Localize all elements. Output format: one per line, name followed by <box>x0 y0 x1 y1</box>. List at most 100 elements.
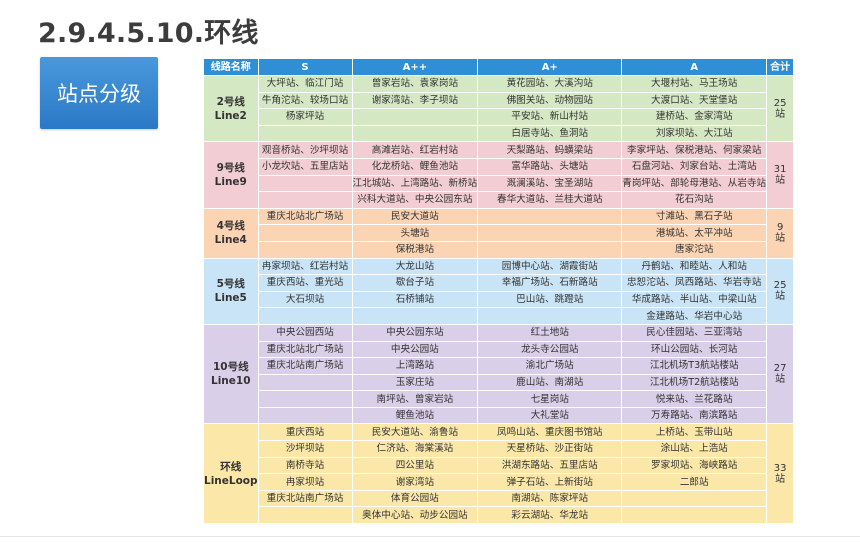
station-cell: 南湖站、陈家坪站 <box>477 489 623 508</box>
station-cell: 中央公园站 <box>351 340 479 359</box>
station-cell <box>621 489 768 508</box>
header-line-name: 线路名称 <box>203 58 259 76</box>
station-cell <box>477 307 623 325</box>
station-cell: 江北城站、上湾路站、新桥站 <box>351 174 479 193</box>
line-name-cell: 9号线 Line9 <box>203 141 259 209</box>
station-cell: 富华路站、头塘站 <box>477 157 623 176</box>
line-total-cell: 33 站 <box>766 423 795 525</box>
station-cell: 大坪站、临江门站 <box>257 75 353 93</box>
station-cell: 花石沟站 <box>621 191 768 209</box>
station-cell: 华成路站、半山站、中梁山站 <box>621 290 768 309</box>
table-row: 冉家坝站 谢家湾站 弹子石站、上新街站 二郎站 <box>204 473 794 491</box>
station-cell: 弹子石站、上新街站 <box>477 473 623 491</box>
station-cell: 冉家坝站、红岩村站 <box>257 257 353 276</box>
line-name-cell: 4号线 Line4 <box>203 207 259 259</box>
station-cell: 重庆西站 <box>257 423 353 442</box>
station-cell: 四公里站 <box>351 456 479 475</box>
table-row: 奥体中心站、动步公园站 彩云湖站、华龙站 <box>204 506 794 525</box>
total-count: 25 <box>773 280 787 292</box>
line-name-cell: 5号线 Line5 <box>203 257 259 325</box>
line-name-cell: 2号线 Line2 <box>203 74 259 143</box>
header-total: 合计 <box>766 58 795 76</box>
line-name-cn: 9号线 <box>216 162 245 175</box>
station-cell <box>257 224 353 242</box>
total-count: 25 <box>773 97 787 109</box>
table-row: 大石坝站 石桥铺站 巴山站、跳蹬站 华成路站、半山站、中梁山站 <box>204 290 794 309</box>
line-name-en: Line10 <box>211 375 251 388</box>
total-count: 31 <box>773 164 787 176</box>
station-cell <box>351 108 479 126</box>
total-unit: 站 <box>775 233 786 245</box>
station-cell <box>257 406 353 425</box>
station-cell: 大石坝站 <box>257 290 353 309</box>
station-cell: 体育公园站 <box>351 489 479 508</box>
station-cell: 春华大道站、兰桂大道站 <box>477 191 623 209</box>
station-cell: 曾家岩站、袁家岗站 <box>351 75 479 93</box>
station-cell <box>621 506 768 525</box>
station-cell: 高滩岩站、红岩村站 <box>351 141 479 159</box>
total-count: 9 <box>776 222 784 234</box>
total-unit: 站 <box>775 175 786 187</box>
station-cell <box>257 191 353 209</box>
station-cell: 鲤鱼池站 <box>351 406 479 425</box>
bottom-divider <box>0 536 860 537</box>
station-cell: 佛图关站、动物园站 <box>477 91 623 110</box>
line-name-en: Line4 <box>214 234 247 247</box>
station-cell: 歇台子站 <box>351 274 479 292</box>
table-row: 4号线 Line4 重庆北站北广场站 民安大道站 寸滩站、黑石子站 9 站 <box>203 207 795 259</box>
station-cell: 青岗坪站、部轮母港站、从岩寺站 <box>621 174 768 193</box>
station-cell <box>477 207 623 226</box>
station-cell: 忠恕沱站、凤西路站、华岩寺站 <box>621 274 768 292</box>
station-cell: 金建路站、华岩中心站 <box>621 307 768 325</box>
station-cell: 民安大道站 <box>351 207 479 226</box>
line-name-en: Line5 <box>214 292 247 305</box>
line-total-cell: 25 站 <box>766 74 795 143</box>
header-grade-s: S <box>257 58 353 76</box>
total-unit: 站 <box>775 108 786 120</box>
station-cell: 化龙桥站、鲤鱼池站 <box>351 157 479 176</box>
station-cell <box>477 240 623 259</box>
station-cell: 民安大道站、渝鲁站 <box>351 423 479 442</box>
table-row: 重庆北站北广场站 中央公园站 龙头寺公园站 环山公园站、长河站 <box>204 340 794 359</box>
station-cell: 南坪站、曾家岩站 <box>351 390 479 408</box>
station-cell: 龙头寺公园站 <box>477 340 623 359</box>
table-row: 南坪站、曾家岩站 七星岗站 悦来站、兰花路站 <box>204 390 794 408</box>
station-cell: 彩云湖站、华龙站 <box>477 506 623 525</box>
station-cell: 保税港站 <box>351 240 479 259</box>
station-cell: 杨家坪站 <box>257 108 353 126</box>
table-row: 江北城站、上湾路站、新桥站 溉澜溪站、宝圣湖站 青岗坪站、部轮母港站、从岩寺站 <box>204 174 794 193</box>
station-grade-button[interactable]: 站点分级 <box>40 57 158 129</box>
station-cell: 天梨路站、蚂蟥梁站 <box>477 141 623 159</box>
station-cell <box>257 124 353 143</box>
station-cell: 重庆北站南广场站 <box>257 489 353 508</box>
station-cell: 寸滩站、黑石子站 <box>621 207 768 226</box>
station-cell: 白居寺站、鱼洞站 <box>477 124 623 143</box>
station-cell <box>351 124 479 143</box>
station-cell: 重庆北站南广场站 <box>257 357 353 375</box>
station-cell: 上湾路站 <box>351 357 479 375</box>
station-cell: 重庆北站北广场站 <box>257 207 353 226</box>
station-cell: 天星桥站、沙正街站 <box>477 440 623 458</box>
station-cell: 头塘站 <box>351 224 479 242</box>
station-cell <box>257 373 353 392</box>
table-row: 牛角沱站、较场口站 谢家湾站、李子坝站 佛图关站、动物园站 大渡口站、天堂堡站 <box>204 91 794 110</box>
station-cell: 石桥铺站 <box>351 290 479 309</box>
table-row: 重庆北站南广场站 体育公园站 南湖站、陈家坪站 <box>204 489 794 508</box>
station-cell <box>257 390 353 408</box>
table-row: 南桥寺站 四公里站 洪湖东路站、五里店站 罗家坝站、海峡路站 <box>204 456 794 475</box>
station-cell <box>351 307 479 325</box>
station-cell: 谢家湾站 <box>351 473 479 491</box>
station-cell <box>257 506 353 525</box>
station-cell <box>257 240 353 259</box>
station-cell <box>257 307 353 325</box>
station-cell: 罗家坝站、海峡路站 <box>621 456 768 475</box>
total-unit: 站 <box>775 473 786 485</box>
station-cell: 万寿路站、南滨路站 <box>621 406 768 425</box>
station-cell: 红土地站 <box>477 323 623 342</box>
station-cell: 李家坪站、保税港站、何家梁站 <box>621 141 768 159</box>
station-cell: 牛角沱站、较场口站 <box>257 91 353 110</box>
station-cell: 园博中心站、湖霞街站 <box>477 257 623 276</box>
station-cell: 凤鸣山站、重庆图书馆站 <box>477 423 623 442</box>
table-row: 金建路站、华岩中心站 <box>204 307 794 325</box>
